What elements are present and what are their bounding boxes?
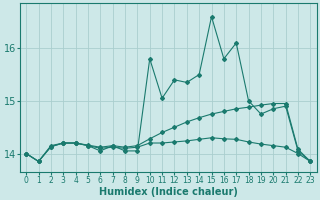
X-axis label: Humidex (Indice chaleur): Humidex (Indice chaleur) [99,187,238,197]
